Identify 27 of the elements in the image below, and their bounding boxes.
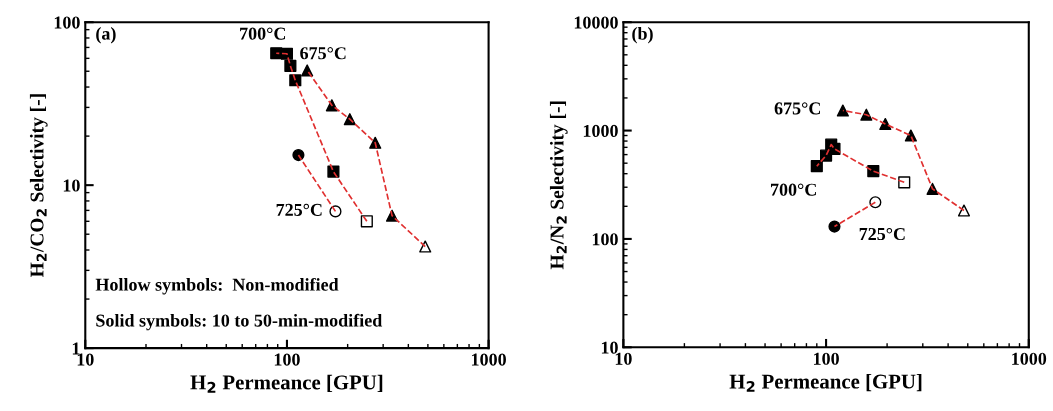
annotation: Solid symbols: 10 to 50-min-modified <box>96 313 383 331</box>
y-tick-label: 10 <box>601 341 618 354</box>
y-tick-label: 10 <box>63 179 80 192</box>
y-axis-title: H$_{2}$/CO$_{2}$ Selectivity [-] <box>29 94 48 278</box>
x-tick-label: 100 <box>274 353 300 366</box>
x-axis-title: H$_{2}$ Permeance [GPU] <box>190 374 383 393</box>
x-axis-title: H$_{2}$ Permeance [GPU] <box>729 373 922 392</box>
annotation: Hollow symbols: Non-modified <box>95 277 339 295</box>
y-tick-label: 1 <box>72 342 80 355</box>
y-tick-label: 100 <box>54 16 80 29</box>
annotation: 700°C <box>771 183 816 196</box>
annotation: (b) <box>632 27 653 44</box>
annotation: 675°C <box>300 47 346 60</box>
annotation: 725°C <box>859 227 905 241</box>
x-tick-label: 10 <box>77 353 94 366</box>
y-axis-title: H$_{2}$/N$_{2}$ Selectivity [-] <box>549 101 568 270</box>
annotation: 675°C <box>774 102 820 115</box>
x-tick-label: 100 <box>813 352 839 365</box>
x-tick-label: 10 <box>615 352 632 365</box>
annotation: 725°C <box>276 203 322 216</box>
y-tick-label: 10000 <box>574 16 618 29</box>
y-tick-label: 100 <box>592 233 618 246</box>
annotation: (a) <box>96 27 116 44</box>
x-tick-label: 1000 <box>471 353 506 366</box>
y-tick-label: 1000 <box>583 124 618 137</box>
annotation: 700°C <box>240 27 286 40</box>
x-tick-label: 1000 <box>1012 352 1047 365</box>
